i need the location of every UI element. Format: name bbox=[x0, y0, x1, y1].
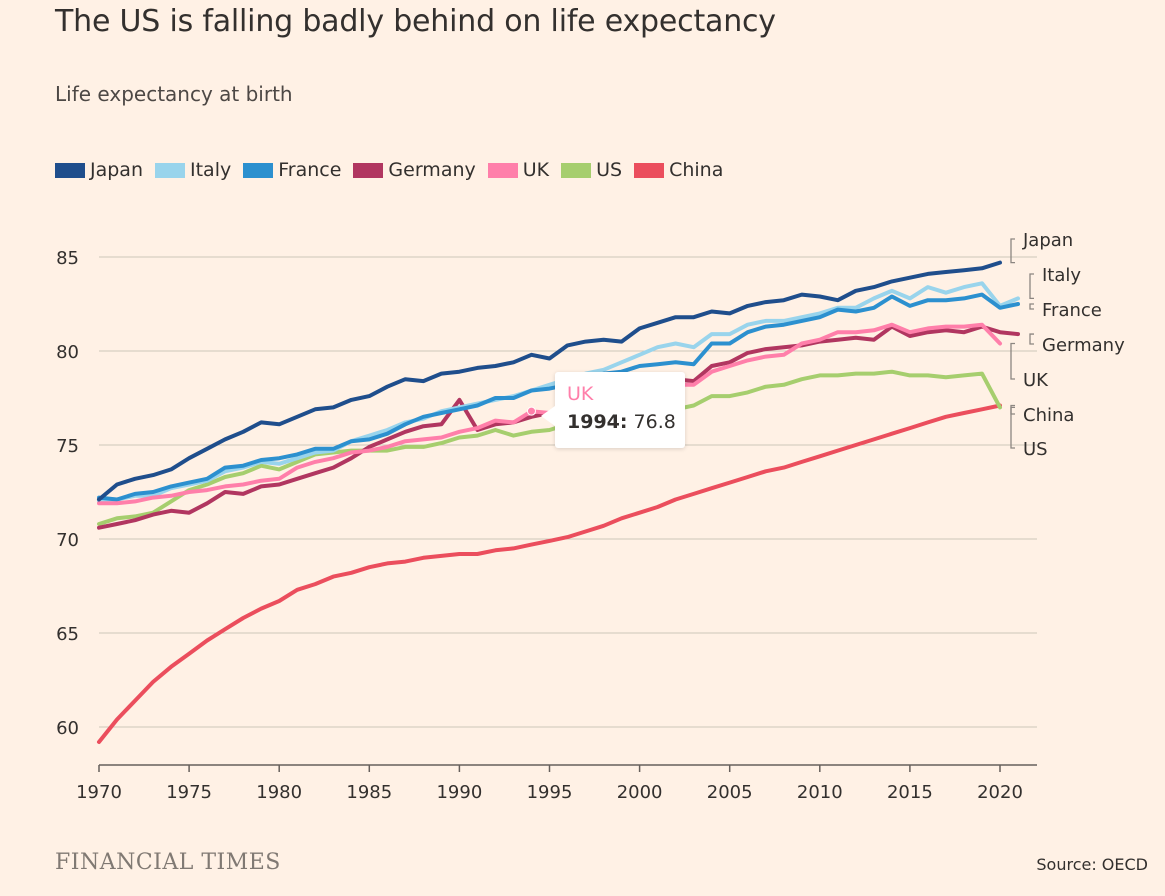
end-label-connector-uk bbox=[1010, 342, 1015, 380]
tooltip: UK 1994: 76.8 bbox=[541, 372, 685, 448]
end-label-connector-france bbox=[1029, 303, 1034, 310]
x-tick-label-1975: 1975 bbox=[166, 782, 212, 803]
end-label-connector-germany bbox=[1029, 333, 1034, 345]
y-tick-label-80: 80 bbox=[56, 342, 79, 363]
x-tick-label-1980: 1980 bbox=[256, 782, 302, 803]
legend-swatch-germany bbox=[353, 162, 384, 178]
y-tick-label-75: 75 bbox=[56, 436, 79, 457]
end-label-france: France bbox=[1042, 300, 1102, 321]
legend-item-germany[interactable]: Germany bbox=[353, 159, 476, 181]
legend-item-italy[interactable]: Italy bbox=[155, 159, 231, 181]
tooltip-year-suffix: : bbox=[619, 411, 628, 433]
end-label-japan: Japan bbox=[1022, 230, 1073, 251]
x-tick-label-1995: 1995 bbox=[527, 782, 573, 803]
tooltip-value-line: 1994: 76.8 bbox=[567, 411, 685, 433]
series-line-china bbox=[97, 403, 1002, 744]
end-label-us: US bbox=[1023, 439, 1048, 460]
tooltip-year: 1994 bbox=[567, 411, 620, 433]
legend-label-uk: UK bbox=[522, 159, 550, 181]
series-line-us bbox=[97, 369, 1002, 526]
tooltip-value: 76.8 bbox=[633, 411, 676, 433]
legend-label-us: US bbox=[596, 159, 623, 181]
end-label-china: China bbox=[1023, 405, 1074, 426]
y-tick-label-70: 70 bbox=[56, 530, 79, 551]
chart-subtitle: Life expectancy at birth bbox=[55, 82, 293, 106]
legend-swatch-france bbox=[243, 162, 274, 178]
legend-label-japan: Japan bbox=[90, 159, 143, 181]
x-tick-label-2005: 2005 bbox=[707, 782, 753, 803]
chart-title: The US is falling badly behind on life e… bbox=[55, 4, 776, 39]
x-tick-label-2020: 2020 bbox=[977, 782, 1023, 803]
ft-branding: FINANCIAL TIMES bbox=[55, 850, 281, 875]
legend-item-us[interactable]: US bbox=[561, 159, 622, 181]
end-label-germany: Germany bbox=[1042, 335, 1125, 356]
y-tick-label-65: 65 bbox=[56, 624, 79, 645]
x-tick-label-1985: 1985 bbox=[346, 782, 392, 803]
x-tick-label-1970: 1970 bbox=[76, 782, 122, 803]
end-label-italy: Italy bbox=[1042, 265, 1081, 286]
legend-swatch-japan bbox=[55, 162, 85, 178]
legend-label-germany: Germany bbox=[388, 159, 476, 181]
source-note: Source: OECD bbox=[1036, 855, 1148, 874]
end-label-uk: UK bbox=[1023, 370, 1049, 391]
legend-item-uk[interactable]: UK bbox=[487, 159, 550, 181]
y-tick-label-85: 85 bbox=[56, 248, 79, 269]
x-tick-label-2010: 2010 bbox=[797, 782, 843, 803]
legend-item-china[interactable]: China bbox=[634, 159, 723, 181]
legend-item-france[interactable]: France bbox=[243, 159, 341, 181]
legend: Japan Italy France Germany UK US China bbox=[55, 156, 735, 184]
legend-label-italy: Italy bbox=[190, 159, 232, 181]
legend-swatch-us bbox=[561, 162, 592, 178]
series-line-japan bbox=[97, 260, 1002, 502]
legend-label-france: France bbox=[278, 159, 342, 181]
tooltip-series-name: UK bbox=[567, 383, 594, 405]
legend-swatch-italy bbox=[155, 162, 185, 178]
x-tick-label-2000: 2000 bbox=[617, 782, 663, 803]
legend-item-japan[interactable]: Japan bbox=[55, 159, 143, 181]
end-label-connector-italy bbox=[1029, 273, 1034, 300]
y-tick-label-60: 60 bbox=[56, 718, 79, 739]
tooltip-point bbox=[526, 406, 536, 416]
end-label-connector-japan bbox=[1010, 238, 1015, 264]
legend-swatch-uk bbox=[487, 162, 518, 178]
legend-swatch-china bbox=[634, 162, 665, 178]
end-label-connector-us bbox=[1010, 406, 1015, 449]
x-tick-label-2015: 2015 bbox=[887, 782, 933, 803]
legend-label-china: China bbox=[669, 159, 724, 181]
x-tick-label-1990: 1990 bbox=[436, 782, 482, 803]
